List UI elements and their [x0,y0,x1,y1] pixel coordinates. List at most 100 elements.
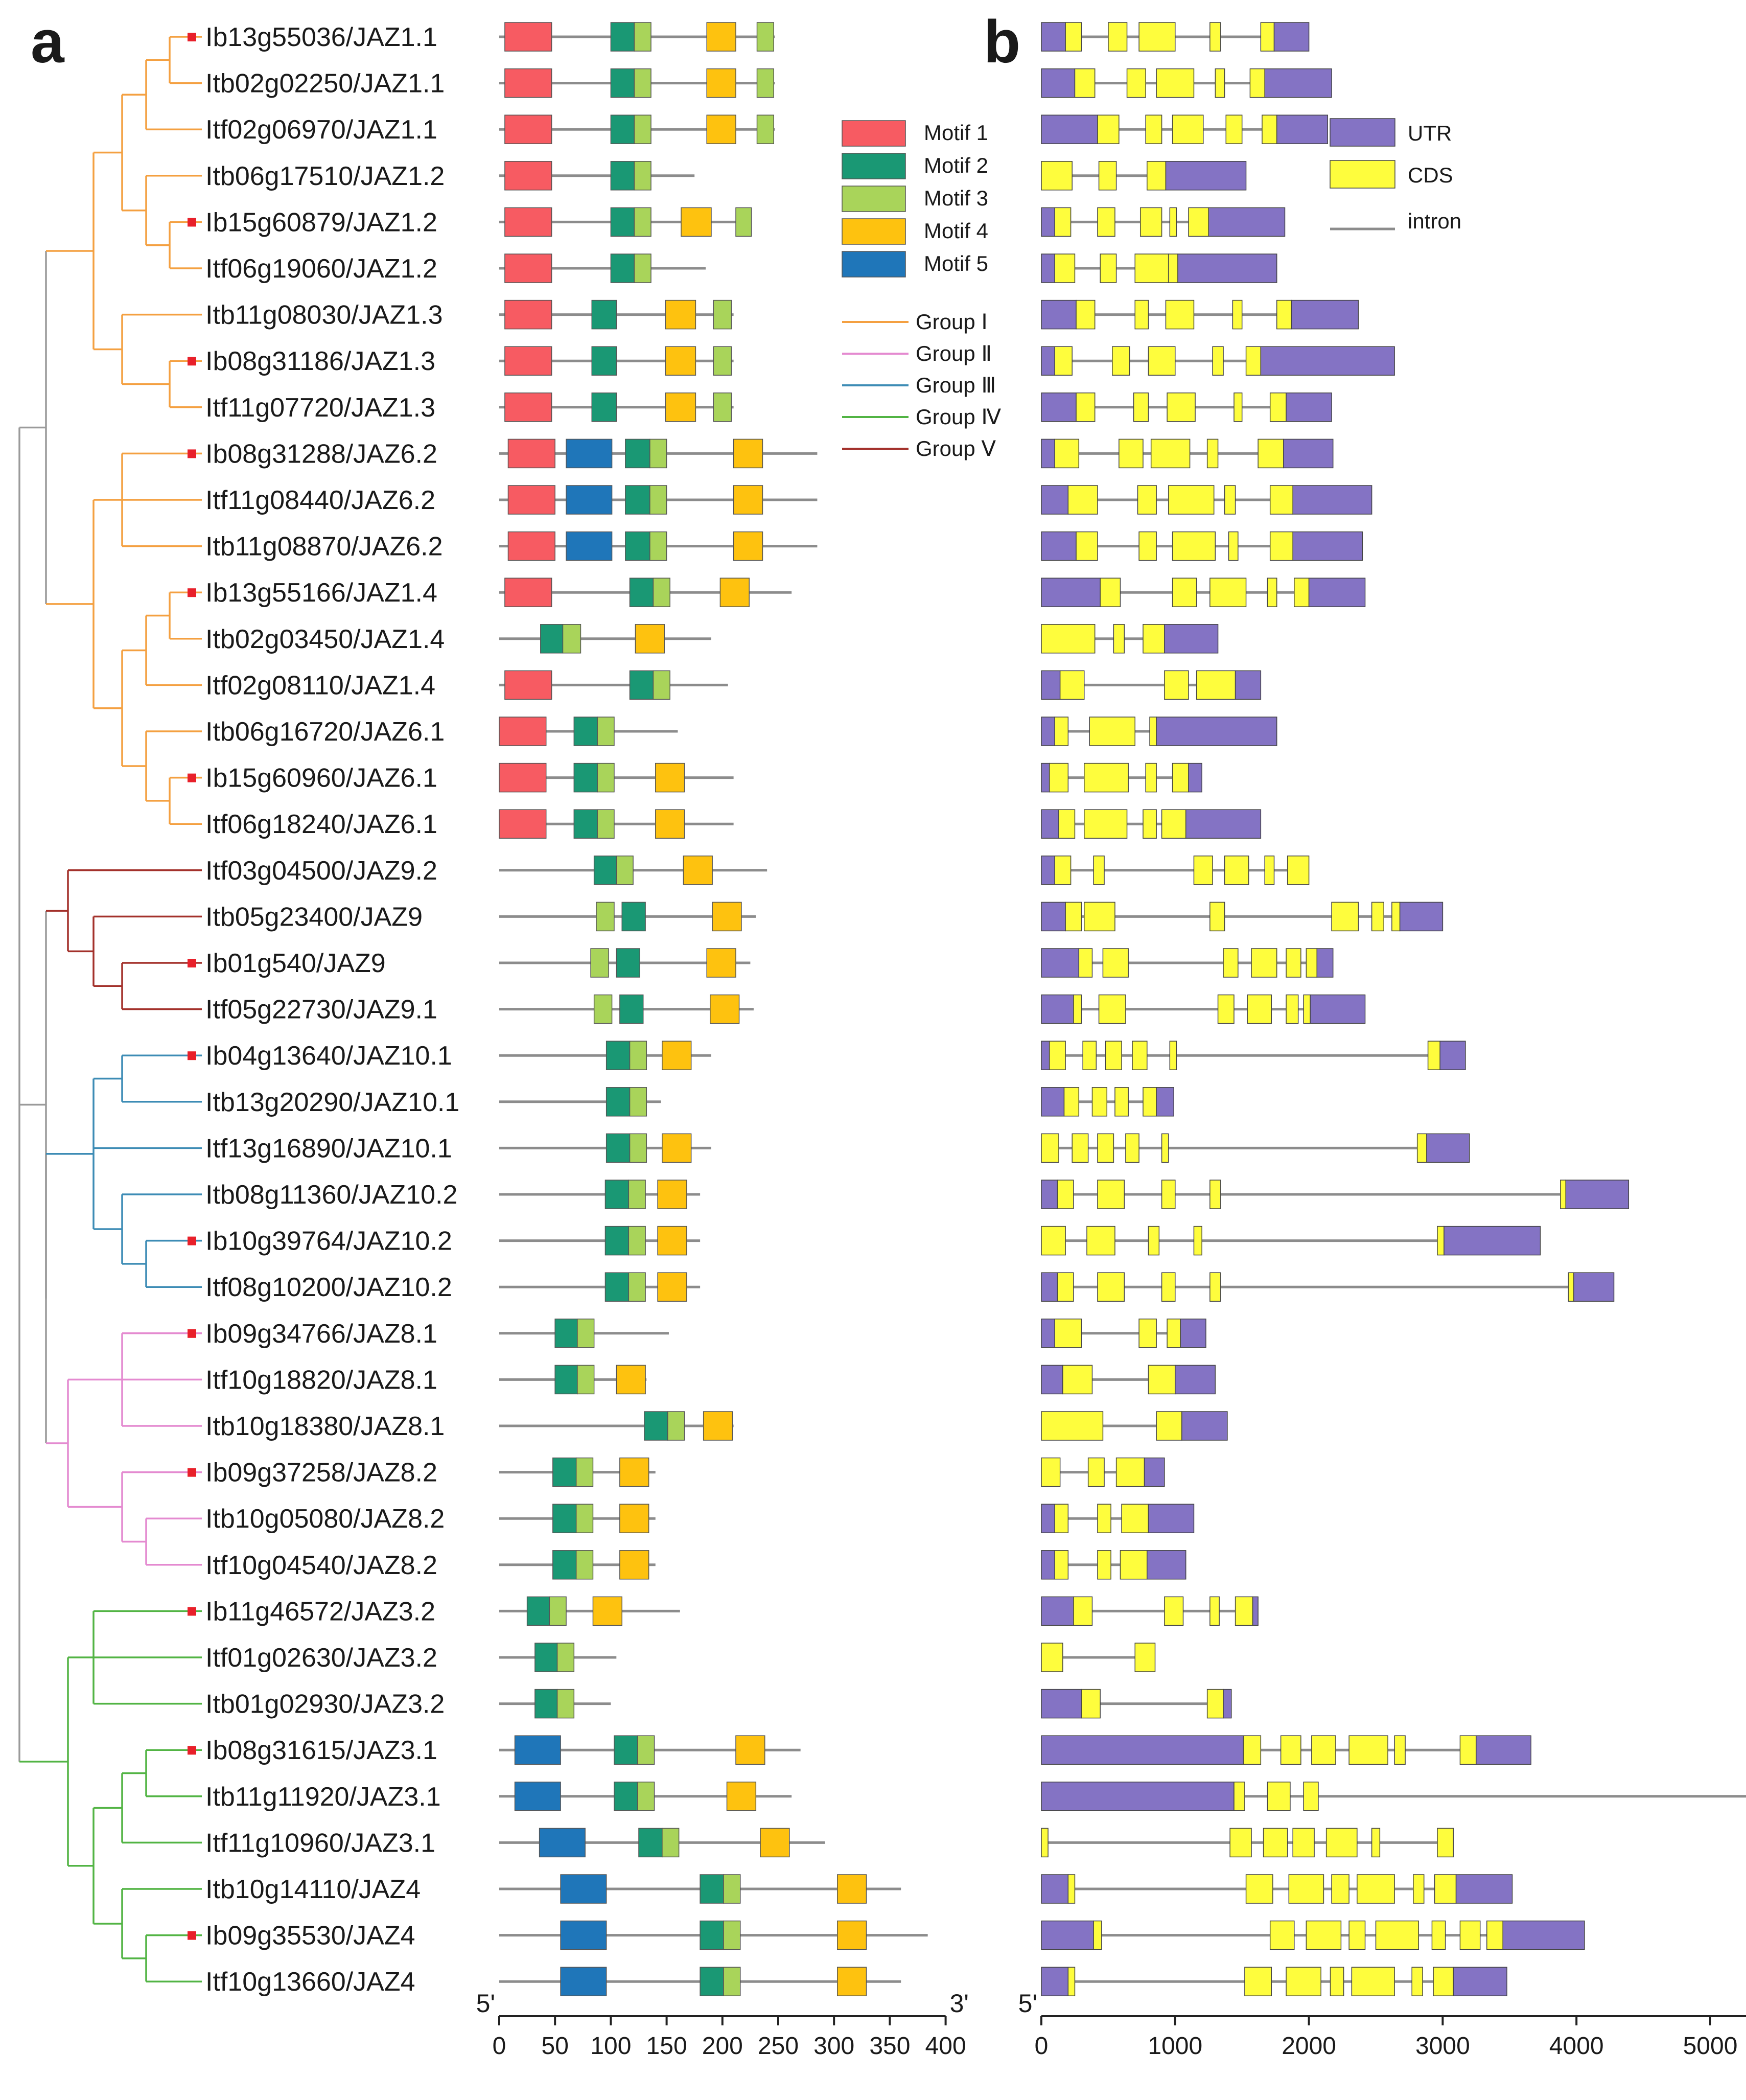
motif-row [499,809,734,839]
panel-a-label: a [31,8,65,76]
utr-block [1041,578,1101,607]
motif-legend-swatch [842,251,906,278]
cds-block [1126,68,1146,98]
motif-1-box [507,485,555,515]
motif-1-box [504,346,552,376]
cds-block [1086,1226,1115,1256]
cds-block [1286,1967,1321,1996]
panel-b-label: b [984,8,1020,76]
gene-structure-row [1041,1828,1454,1858]
cds-block [1057,1180,1074,1209]
utr-block [1041,393,1077,422]
group-legend-label: Group Ⅴ [916,436,996,460]
motif-axis-tick-label: 400 [925,2033,966,2060]
motif-row [499,1457,656,1487]
motif-4-box [655,763,685,793]
cds-block [1459,1920,1481,1950]
motif-row [499,1643,617,1672]
motif-4-box [733,531,763,561]
cds-block [1209,1180,1221,1209]
cds-block [1262,114,1277,144]
cds-block [1416,1133,1427,1163]
motif-4-box [733,439,763,469]
phylogenetic-tree [18,36,202,1982]
motif-legend-swatch [842,218,906,245]
utr-block [1041,1180,1058,1209]
gene-axis-tick-label: 4000 [1549,2033,1604,2060]
utr-block [1041,114,1098,144]
motif-3-box [634,68,651,98]
cds-block [1145,763,1157,793]
cds-block [1168,253,1178,283]
cds-block [1206,1689,1224,1719]
motif-row [499,1967,901,1996]
motif-3-box [556,1689,575,1719]
axes: 0 50 100 150 200 250 300 350 400 5' 3' 0 1000 2000 300… [476,1989,1746,2060]
motif-2-box [591,393,617,422]
gene-name: Itb02g03450/JAZ1.4 [205,625,445,654]
motif-row [499,1828,825,1858]
cds-block [1143,809,1157,839]
motif-4-box [665,393,696,422]
cds-block [1084,763,1129,793]
utr-block [1260,346,1395,376]
cds-block [1074,68,1096,98]
motif-2-box [604,1226,630,1256]
utr-block [1181,1411,1228,1441]
motif-3-box [713,393,732,422]
motif-2-box [610,161,635,191]
cds-block [1276,299,1292,330]
gene-structure-row [1041,1365,1216,1395]
motif-4-box [683,856,713,885]
cds-block [1164,1596,1184,1626]
cds-block [1062,1365,1093,1395]
motif-4-box [665,299,696,330]
gene-name: Ib08g31615/JAZ3.1 [205,1736,437,1765]
species-marker [188,1236,196,1245]
cds-block [1224,485,1236,515]
utr-block [1476,1735,1531,1765]
motif-1-box [504,670,552,700]
motif-legend-label: Motif 4 [924,219,988,243]
cds-block [1054,253,1076,283]
structure-legend-swatch [1330,118,1395,147]
motif-axis-tick-label: 100 [590,2033,631,2060]
cds-block [1076,393,1096,422]
cds-block [1348,1735,1388,1765]
motif-legend-label: Motif 5 [924,251,988,275]
cds-block [1209,1596,1220,1626]
motif-4-box [619,1550,649,1580]
cds-block [1054,439,1080,469]
cds-block [1134,1643,1156,1672]
gene-name: Itf10g04540/JAZ8.2 [205,1551,437,1580]
gene-structure-row [1041,1041,1466,1070]
species-marker [188,357,196,366]
group-legend-label: Group Ⅰ [916,310,988,334]
motif-1-box [507,439,555,469]
cds-block [1172,531,1216,561]
utr-block [1164,624,1219,654]
gene-structure-row [1041,1782,1746,1811]
motif-3-box [662,1828,680,1858]
motif-2-box [552,1504,577,1533]
cds-block [1063,1087,1080,1117]
gene-structure-row [1041,1226,1541,1256]
motif-2-box [534,1689,558,1719]
gene-structure-row [1041,346,1395,376]
gene-name: Ib08g31288/JAZ6.2 [205,439,437,469]
utr-block [1041,1782,1235,1811]
motif-row [499,1272,701,1302]
group-legend-label: Group Ⅱ [916,341,992,365]
utr-block [1041,1087,1065,1117]
cds-block [1209,1272,1221,1302]
utr-block [1041,439,1055,469]
cds-block [1169,1041,1177,1070]
motif-1-box [504,161,552,191]
motif-axis-end-label: 3' [950,1989,969,2018]
cds-block [1193,856,1213,885]
motif-4-box [760,1828,790,1858]
cds-block [1100,578,1121,607]
utr-block [1041,670,1061,700]
motif-row [499,1550,656,1580]
motif-2-box [593,856,617,885]
